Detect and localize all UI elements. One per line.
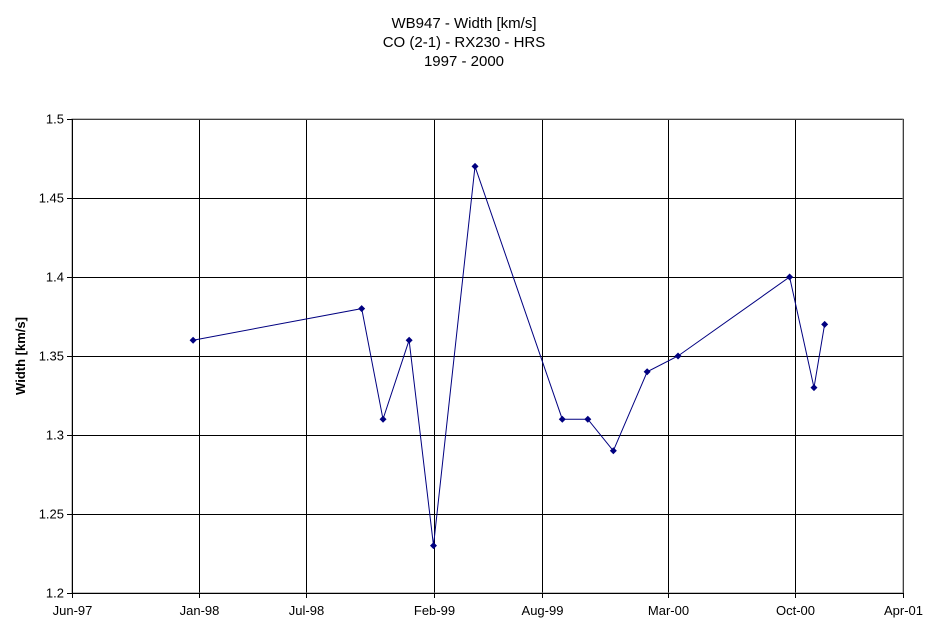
data-point — [471, 162, 479, 170]
chart-title-line-3: 1997 - 2000 — [423, 53, 505, 70]
x-tick-label: Feb-99 — [414, 603, 455, 618]
axes: 1.2 1.25 1.3 1.35 1.4 1.45 1.5 Jun-97 Jan-98 Jul-… — [39, 112, 923, 619]
y-tick-label: 1.5 — [46, 112, 64, 127]
x-tick-label: Jul-98 — [289, 603, 324, 618]
data-point — [405, 336, 413, 344]
x-tick-label: Jun-97 — [53, 603, 93, 618]
data-point — [786, 273, 794, 281]
x-tick-label: Mar-00 — [648, 603, 689, 618]
y-tick-label: 1.45 — [39, 191, 64, 206]
chart-title-line-2: CO (2-1) - RX230 - HRS — [382, 34, 546, 51]
chart-title-line-1: WB947 - Width [km/s] — [391, 15, 537, 32]
data-point — [810, 384, 818, 392]
y-tick-label: 1.2 — [46, 586, 64, 601]
data-point — [609, 447, 617, 455]
series-line — [193, 166, 826, 546]
data-point — [429, 542, 437, 550]
x-tick-label: Aug-99 — [522, 603, 564, 618]
y-tick-label: 1.35 — [39, 349, 64, 364]
x-tick-label: Jan-98 — [180, 603, 220, 618]
x-tick-label: Oct-00 — [776, 603, 815, 618]
y-tick-label: 1.25 — [39, 507, 64, 522]
y-axis-title: Width [km/s] — [13, 317, 28, 395]
chart-title: WB947 - Width [km/s] CO (2-1) - RX230 - … — [0, 14, 928, 71]
grid — [72, 119, 904, 594]
data-point — [379, 415, 387, 423]
data-point — [558, 415, 566, 423]
data-point — [358, 305, 366, 313]
x-tick-label: Apr-01 — [884, 603, 923, 618]
data-point — [189, 336, 197, 344]
data-point — [821, 320, 829, 328]
y-tick-label: 1.4 — [46, 270, 64, 285]
data-point — [674, 352, 682, 360]
y-tick-label: 1.3 — [46, 428, 64, 443]
series-layer — [189, 162, 829, 550]
data-point — [584, 415, 592, 423]
data-point — [643, 368, 651, 376]
